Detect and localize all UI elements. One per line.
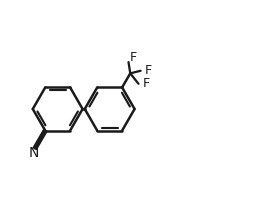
Text: N: N: [29, 146, 39, 160]
Text: F: F: [143, 77, 150, 90]
Text: F: F: [130, 51, 137, 64]
Text: F: F: [145, 64, 152, 77]
